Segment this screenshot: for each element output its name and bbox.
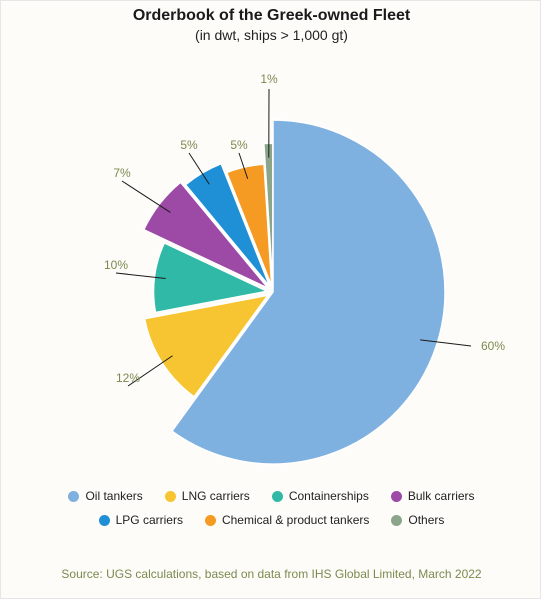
leader-line [121,180,171,213]
legend-swatch [98,514,110,526]
legend: Oil tankers LNG carriers Containerships Bul… [1,489,541,537]
leader-line [127,355,173,387]
data-label: 5% [180,138,198,152]
legend-row: Oil tankers LNG carriers Containerships Bul… [1,489,541,503]
legend-label: Bulk carriers [407,489,475,503]
legend-swatch [271,490,283,502]
pie-slice-bulk-carriers [142,181,269,290]
legend-swatch [391,514,403,526]
pie-chart: 60% 12% 10% 7% 5% 5% 1% [104,72,505,465]
pie-slice-chemical-product-tankers [225,163,273,287]
legend-label: Chemical & product tankers [221,513,370,527]
data-label: 5% [230,138,248,152]
leader-line [238,152,249,180]
legend-swatch [68,490,80,502]
legend-item: Oil tankers [68,489,143,503]
data-label: 7% [113,166,131,180]
legend-item: Others [391,513,444,527]
legend-item: Chemical & product tankers [204,513,370,527]
source-note: Source: UGS calculations, based on data … [61,567,482,581]
legend-swatch [390,490,402,502]
legend-item: Containerships [271,489,369,503]
legend-swatch [164,490,176,502]
legend-label: LNG carriers [181,489,250,503]
pie-slice-lpg-carriers [184,162,271,288]
pie-slice-oil-tankers [170,119,446,465]
leader-line [115,272,166,279]
legend-item: LNG carriers [164,489,250,503]
leader-line [188,152,210,185]
legend-swatch [204,514,216,526]
chart-title: Orderbook of the Greek-owned Fleet [132,7,411,24]
legend-label: Others [408,513,445,527]
legend-item: Bulk carriers [390,489,475,503]
data-label: 12% [116,371,140,385]
chart-subtitle: (in dwt, ships > 1,000 gt) [195,27,348,43]
data-label: 60% [481,339,505,353]
data-label: 10% [104,258,128,272]
data-label: 1% [260,72,278,86]
legend-label: LPG carriers [115,513,183,527]
legend-item: LPG carriers [98,513,183,527]
legend-label: Oil tankers [85,489,143,503]
leader-line [420,339,472,347]
legend-row: LPG carriers Chemical & product tankers Ot… [1,513,541,527]
legend-label: Containerships [288,489,369,503]
